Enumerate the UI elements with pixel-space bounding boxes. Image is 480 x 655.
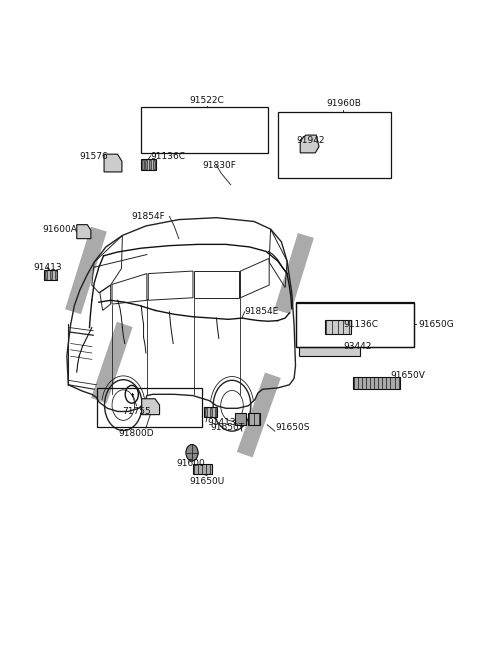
Text: 91600: 91600 [176, 459, 205, 468]
Text: 71755: 71755 [122, 407, 151, 416]
Text: 91960B: 91960B [326, 100, 361, 109]
Text: 91650U: 91650U [190, 477, 225, 486]
FancyBboxPatch shape [45, 271, 47, 278]
Polygon shape [142, 399, 159, 415]
FancyBboxPatch shape [50, 271, 52, 278]
FancyBboxPatch shape [142, 160, 144, 169]
FancyBboxPatch shape [44, 270, 58, 280]
Text: 91650V: 91650V [391, 371, 425, 380]
Text: 91650S: 91650S [275, 423, 310, 432]
FancyBboxPatch shape [249, 413, 260, 425]
FancyBboxPatch shape [55, 271, 57, 278]
FancyBboxPatch shape [215, 408, 216, 416]
Text: 91413: 91413 [207, 419, 236, 428]
FancyBboxPatch shape [193, 464, 212, 474]
FancyBboxPatch shape [149, 160, 151, 169]
Text: 91854F: 91854F [131, 212, 165, 221]
Text: 91576: 91576 [80, 151, 108, 160]
FancyBboxPatch shape [153, 160, 155, 169]
Text: 91136C: 91136C [344, 320, 379, 329]
Text: 91522C: 91522C [190, 96, 225, 105]
FancyBboxPatch shape [353, 377, 400, 389]
FancyBboxPatch shape [204, 407, 217, 417]
Text: 91854E: 91854E [245, 307, 279, 316]
FancyBboxPatch shape [324, 320, 350, 334]
Polygon shape [77, 225, 91, 238]
FancyBboxPatch shape [299, 346, 360, 356]
Text: 91136C: 91136C [151, 151, 186, 160]
Text: 91600A: 91600A [43, 225, 78, 234]
Circle shape [186, 445, 198, 461]
FancyBboxPatch shape [210, 408, 212, 416]
Text: 91942: 91942 [297, 136, 325, 145]
Text: 91830F: 91830F [203, 161, 236, 170]
FancyBboxPatch shape [235, 413, 246, 425]
FancyBboxPatch shape [205, 408, 207, 416]
Text: 91650T: 91650T [211, 423, 245, 432]
FancyBboxPatch shape [145, 160, 147, 169]
Text: 91800D: 91800D [119, 429, 155, 438]
Polygon shape [300, 135, 319, 153]
FancyBboxPatch shape [141, 159, 156, 170]
Text: 93442: 93442 [344, 342, 372, 351]
Polygon shape [104, 154, 122, 172]
Text: 91650G: 91650G [419, 320, 455, 329]
Text: 91413: 91413 [33, 263, 61, 272]
